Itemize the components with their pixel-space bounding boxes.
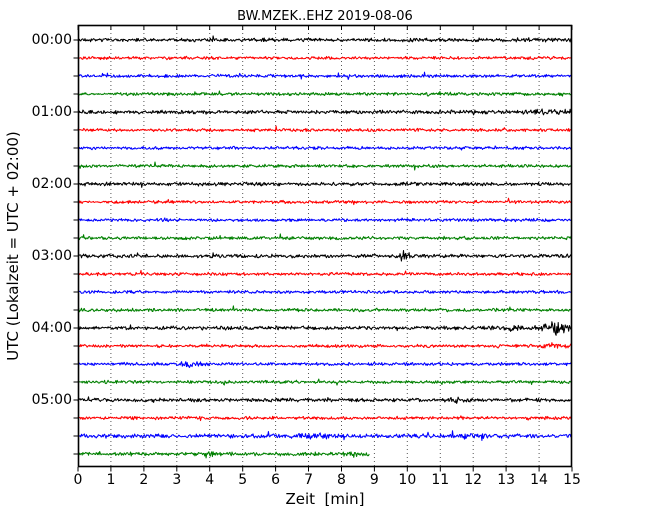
trace-05:00 (77, 396, 572, 404)
y-tick-label: 00:00 (31, 32, 72, 48)
trace-01:00 (77, 108, 572, 116)
gridlines (110, 25, 540, 467)
x-tick-label: 10 (398, 472, 417, 488)
trace-03:45 (77, 305, 572, 313)
helicorder-plot (73, 24, 573, 472)
x-tick-label: 5 (238, 472, 248, 488)
x-tick-label: 12 (464, 472, 483, 488)
y-tick-label: 05:00 (31, 392, 72, 408)
trace-03:00 (77, 249, 572, 262)
x-axis-label: Zeit [min] (285, 490, 365, 508)
trace-04:45 (77, 378, 572, 386)
x-tick-label: 14 (530, 472, 548, 488)
x-tick-label: 15 (563, 472, 581, 488)
trace-02:45 (77, 233, 572, 241)
x-tick-label: 7 (304, 472, 313, 488)
y-tick-label: 02:00 (31, 176, 72, 192)
x-tick-label: 1 (106, 472, 116, 488)
chart-title: BW.MZEK..EHZ 2019-08-06 (237, 9, 413, 24)
trace-05:45 (78, 450, 370, 459)
trace-04:30 (77, 361, 572, 369)
x-tick-label: 3 (172, 472, 182, 488)
trace-02:30 (77, 217, 572, 223)
y-tick-label: 01:00 (31, 104, 72, 120)
plot-border (77, 24, 573, 468)
trace-03:30 (77, 289, 572, 295)
trace-01:15 (77, 125, 572, 133)
x-tick-label: 8 (336, 472, 346, 488)
trace-04:00 (77, 321, 572, 336)
trace-00:00 (77, 35, 572, 43)
trace-05:15 (77, 415, 572, 422)
axis-ticks (73, 25, 573, 472)
trace-00:45 (77, 90, 572, 97)
x-tick-label: 13 (497, 472, 516, 488)
trace-02:15 (77, 197, 572, 206)
trace-02:00 (77, 181, 572, 188)
y-tick-label: 04:00 (31, 320, 72, 336)
x-tick-label: 0 (73, 472, 83, 488)
x-tick-label: 9 (369, 472, 379, 488)
trace-01:45 (77, 161, 572, 171)
x-tick-label: 2 (139, 472, 149, 488)
trace-00:15 (77, 55, 572, 61)
x-tick-label: 6 (271, 472, 281, 488)
trace-01:30 (77, 145, 572, 151)
y-tick-label: 03:00 (31, 248, 72, 264)
trace-04:15 (77, 342, 572, 349)
x-tick-label: 4 (205, 472, 215, 488)
x-tick-label: 11 (431, 472, 450, 488)
trace-00:30 (77, 71, 572, 80)
trace-03:15 (77, 269, 572, 277)
trace-05:30 (77, 430, 572, 442)
traces (77, 35, 572, 459)
